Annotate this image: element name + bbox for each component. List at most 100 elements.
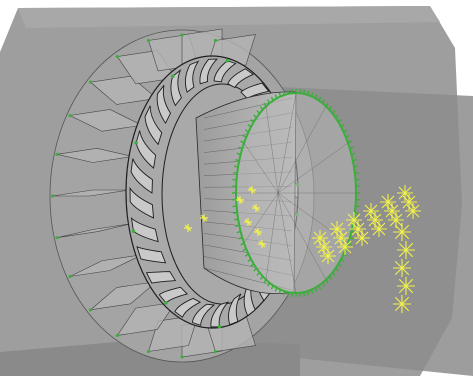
ring-node xyxy=(233,211,238,214)
vane-marker xyxy=(170,74,175,79)
ring-node xyxy=(340,123,345,128)
ring-node xyxy=(286,89,289,94)
ring-node xyxy=(318,96,322,101)
inner-yellow-markers[interactable] xyxy=(184,186,266,248)
grid-marker xyxy=(337,239,353,255)
ring-node xyxy=(274,287,278,292)
grid-marker xyxy=(397,185,413,201)
grid-marker xyxy=(371,221,387,237)
ring-node xyxy=(328,106,333,111)
ring-node xyxy=(355,205,360,208)
ring-node xyxy=(282,290,285,296)
rotor-vane xyxy=(145,271,177,284)
blade-node xyxy=(88,308,93,312)
ring-node xyxy=(328,275,333,280)
blade-node xyxy=(55,152,59,156)
ring-node xyxy=(236,152,241,156)
ring-node xyxy=(286,292,289,297)
ring-node xyxy=(331,271,336,276)
grid-marker xyxy=(333,230,349,246)
ring-node xyxy=(314,287,318,292)
marker-grid[interactable] xyxy=(312,185,421,313)
rotor-vane xyxy=(130,158,153,194)
ring-node xyxy=(310,289,314,294)
inner-marker xyxy=(258,240,266,248)
rotor-vane xyxy=(129,186,155,219)
blade-node xyxy=(68,113,72,118)
inner-marker xyxy=(248,186,256,194)
blade-node xyxy=(180,33,184,37)
rotor-vane xyxy=(191,303,216,326)
ring-node xyxy=(337,263,342,268)
ring-node xyxy=(238,146,243,150)
inner-marker xyxy=(236,196,244,204)
ring-node xyxy=(318,285,322,290)
blade-node xyxy=(213,38,218,43)
ring-node xyxy=(233,165,239,168)
ring-node xyxy=(343,253,348,257)
ring-node xyxy=(325,102,329,107)
ring-node xyxy=(335,114,339,119)
rotor-vane xyxy=(227,68,255,89)
inner-marker xyxy=(252,204,260,212)
rotor-vane xyxy=(156,85,172,125)
ring-node xyxy=(353,165,359,168)
ring-node xyxy=(250,118,255,123)
vane-marker xyxy=(164,301,168,305)
rotor-vane xyxy=(199,58,219,85)
ring-node xyxy=(256,271,261,276)
grid-marker xyxy=(320,248,336,264)
rotor-vane xyxy=(213,60,237,83)
ring-node xyxy=(242,247,247,252)
ring-node xyxy=(321,282,325,287)
grid-marker xyxy=(397,241,415,259)
outlet-ring-spokes xyxy=(236,92,356,294)
ring-node xyxy=(233,172,238,175)
vane-marker xyxy=(225,58,230,63)
ring-node xyxy=(232,178,237,181)
rotor-vane xyxy=(130,216,159,243)
blade-node xyxy=(146,38,151,43)
ring-spoke xyxy=(277,142,349,194)
grid-marker xyxy=(367,212,383,228)
ring-node xyxy=(349,146,354,150)
grid-marker xyxy=(397,277,415,295)
ring-node xyxy=(263,102,267,107)
ring-node xyxy=(331,110,336,115)
ring-node xyxy=(232,205,237,208)
fan-blades[interactable] xyxy=(51,28,256,359)
ring-node xyxy=(256,110,261,115)
ring-node xyxy=(325,279,329,284)
rotor-vane xyxy=(228,293,242,326)
ring-node xyxy=(270,96,274,101)
ring-node xyxy=(235,224,240,228)
grid-marker xyxy=(393,259,411,277)
ring-node xyxy=(335,267,339,272)
ring-node xyxy=(236,230,241,234)
rotor-vane xyxy=(184,60,200,93)
rotor-vane xyxy=(144,105,163,146)
ring-spoke xyxy=(277,192,297,294)
grid-marker xyxy=(329,221,345,237)
ring-spoke xyxy=(277,92,297,194)
ring-node xyxy=(349,236,354,240)
ring-node xyxy=(303,292,306,297)
rotor-vane xyxy=(174,297,202,318)
ring-node xyxy=(351,152,356,156)
grid-marker xyxy=(350,221,366,237)
ring-node xyxy=(253,267,257,272)
ring-node xyxy=(278,92,282,97)
inner-marker xyxy=(254,228,262,236)
ring-node xyxy=(259,275,264,280)
ring-spoke xyxy=(277,192,349,244)
ring-node xyxy=(240,242,245,246)
grid-marker xyxy=(405,203,421,219)
ring-node xyxy=(307,90,310,96)
rotor-vane xyxy=(170,68,182,107)
grid-marker xyxy=(393,295,411,313)
ring-node xyxy=(314,94,318,99)
grid-marker xyxy=(316,239,332,255)
housing-top-band xyxy=(18,6,440,28)
